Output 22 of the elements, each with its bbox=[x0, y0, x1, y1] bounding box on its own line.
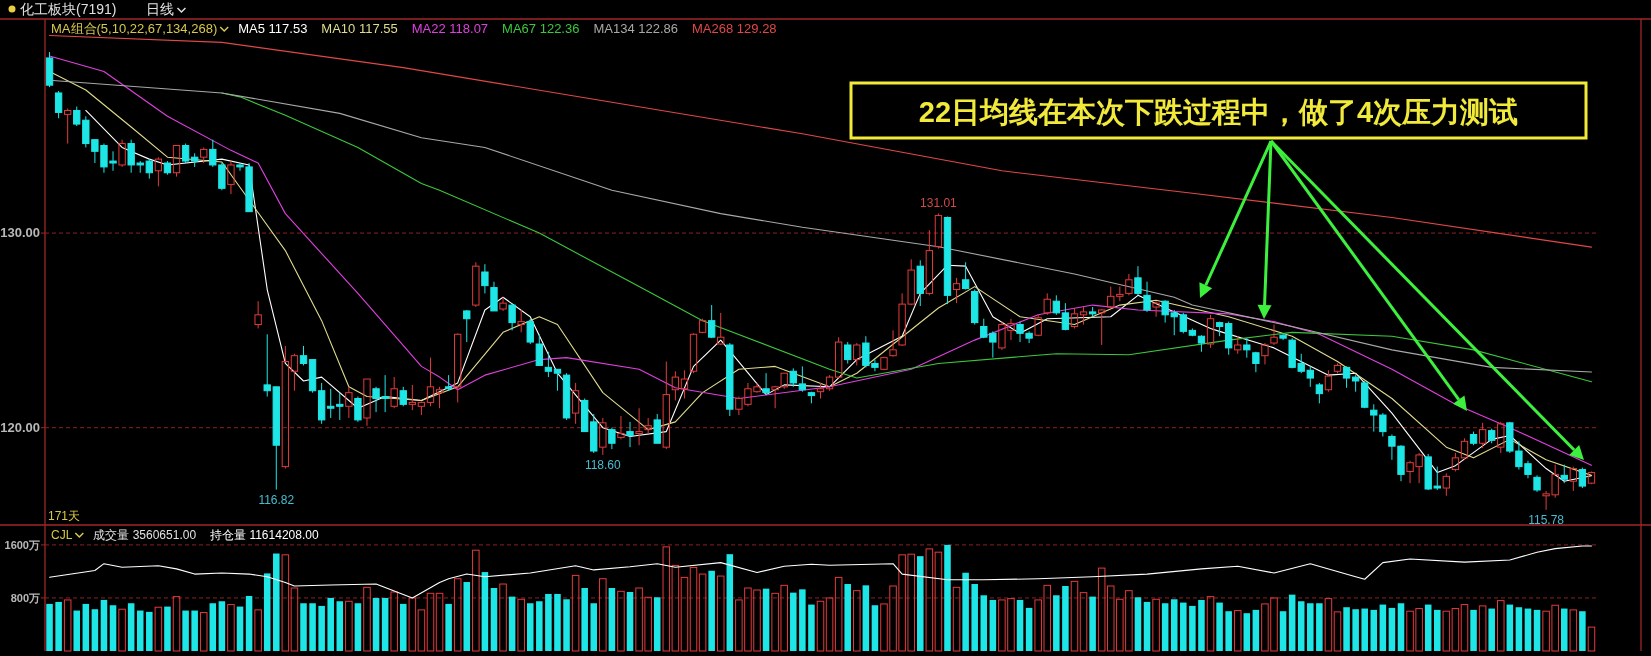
text: MA10 117.55 bbox=[321, 21, 398, 36]
annotation: 171天 bbox=[48, 509, 81, 523]
chart-title: CJL bbox=[51, 528, 73, 542]
annotation: 22日均线在本次下跌过程中，做了4次压力测试 bbox=[918, 96, 1519, 128]
text: MA5 117.53 bbox=[238, 21, 308, 36]
chart-title: 化工板块(7191) bbox=[20, 1, 117, 17]
annotation: 118.60 bbox=[584, 457, 622, 472]
text: MA134 122.86 bbox=[593, 21, 679, 36]
text: 持仓量 11614208.00 bbox=[210, 528, 319, 542]
y-tick-label: 800万 bbox=[10, 591, 40, 604]
annotation: 115.78 bbox=[1528, 512, 1565, 527]
y-tick-label: 130.00 bbox=[0, 225, 40, 241]
y-tick-label: 120.00 bbox=[0, 419, 40, 435]
annotation: 131.01 bbox=[920, 196, 958, 211]
text: MA67 122.36 bbox=[502, 21, 580, 36]
y-tick-label: 1600万 bbox=[4, 538, 40, 551]
chart-subtitle: 日线 bbox=[146, 1, 175, 17]
text: MA22 118.07 bbox=[411, 21, 489, 36]
legend-title: MA组合(5,10,22,67,134,268) bbox=[51, 21, 218, 36]
text: 成交量 3560651.00 bbox=[93, 528, 197, 542]
text: MA268 129.28 bbox=[692, 21, 777, 36]
annotation: 116.82 bbox=[258, 492, 295, 507]
